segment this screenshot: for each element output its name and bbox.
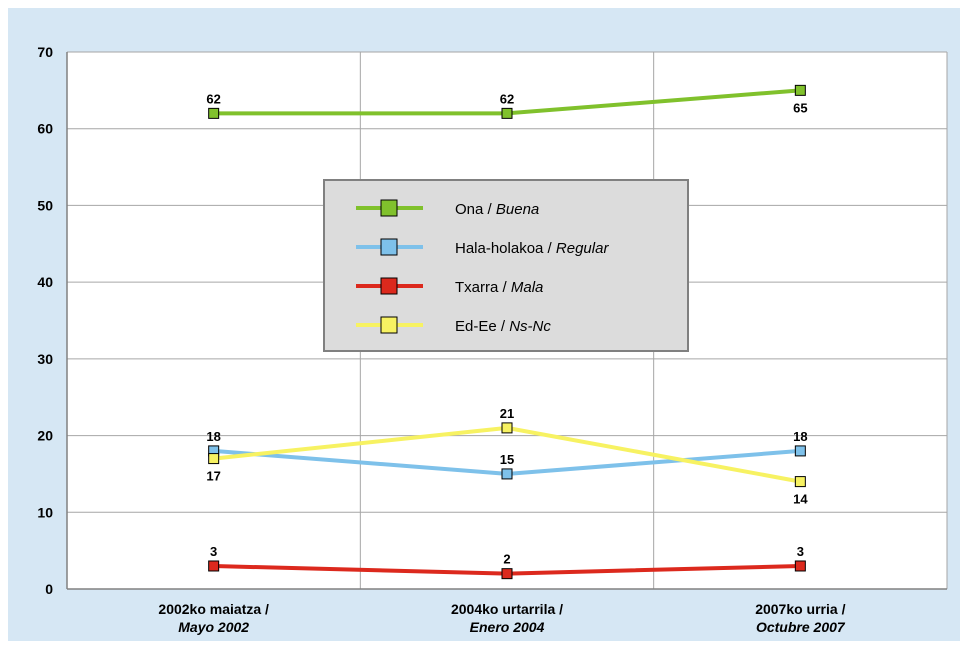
point-marker-edee <box>208 453 220 465</box>
x-tick-label-line1: 2002ko maiatza / <box>158 601 269 617</box>
data-label-ona: 65 <box>793 100 807 115</box>
data-labels: 62 62 65 18 15 18 3 2 3 17 21 14 <box>206 91 808 566</box>
y-tick-label: 10 <box>37 504 53 520</box>
legend-item-txarra: Txarra / Mala <box>356 277 543 296</box>
series-lines <box>208 84 806 580</box>
data-label-ona: 62 <box>206 91 220 106</box>
x-tick-label-line2: Mayo 2002 <box>178 619 249 635</box>
y-tick-label: 60 <box>37 121 53 137</box>
data-label-ona: 62 <box>500 91 514 106</box>
legend-marker-ona <box>380 199 398 217</box>
y-tick-label: 20 <box>37 428 53 444</box>
legend-item-hala-holakoa: Hala-holakoa / Regular <box>356 238 609 257</box>
point-marker-edee <box>794 476 806 488</box>
point-marker-ona <box>208 107 220 119</box>
point-marker-hala <box>794 445 806 457</box>
y-tick-label: 50 <box>37 197 53 213</box>
y-axis-ticks: 0 10 20 30 40 50 60 70 <box>37 44 53 597</box>
data-label-txarra: 2 <box>503 552 510 567</box>
data-label-txarra: 3 <box>210 544 217 559</box>
data-label-txarra: 3 <box>797 544 804 559</box>
point-marker-txarra <box>208 560 220 572</box>
legend-label-ed-ee: Ed-Ee / Ns-Nc <box>455 318 551 335</box>
point-marker-ona <box>794 84 806 96</box>
y-tick-label: 0 <box>45 581 53 597</box>
point-marker-ona <box>501 107 513 119</box>
data-label-hala: 15 <box>500 452 514 467</box>
legend-marker-ed-ee <box>380 316 398 334</box>
data-label-edee: 17 <box>206 469 220 484</box>
point-marker-txarra <box>501 568 513 580</box>
legend: Ona / Buena Hala-holakoa / Regular Txarr… <box>323 179 689 352</box>
legend-label-txarra: Txarra / Mala <box>455 279 543 296</box>
x-tick-label-line2: Enero 2004 <box>470 619 545 635</box>
legend-item-ona: Ona / Buena <box>356 199 539 218</box>
x-tick-label-line2: Octubre 2007 <box>756 619 846 635</box>
point-marker-edee <box>501 422 513 434</box>
y-tick-label: 70 <box>37 44 53 60</box>
x-axis-ticks: 2002ko maiatza / Mayo 2002 2004ko urtarril… <box>158 601 845 635</box>
y-tick-label: 40 <box>37 274 53 290</box>
data-label-edee: 21 <box>500 406 514 421</box>
x-tick-label-line1: 2007ko urria / <box>755 601 845 617</box>
point-marker-txarra <box>794 560 806 572</box>
data-label-hala: 18 <box>793 429 807 444</box>
legend-label-ona: Ona / Buena <box>455 201 539 218</box>
legend-marker-txarra <box>380 277 398 295</box>
legend-item-ed-ee: Ed-Ee / Ns-Nc <box>356 316 551 335</box>
legend-label-hala-holakoa: Hala-holakoa / Regular <box>455 240 609 257</box>
y-tick-label: 30 <box>37 351 53 367</box>
legend-marker-hala-holakoa <box>380 238 398 256</box>
data-label-edee: 14 <box>793 492 808 507</box>
x-tick-label-line1: 2004ko urtarrila / <box>451 601 563 617</box>
point-marker-hala <box>501 468 513 480</box>
data-label-hala: 18 <box>206 429 220 444</box>
